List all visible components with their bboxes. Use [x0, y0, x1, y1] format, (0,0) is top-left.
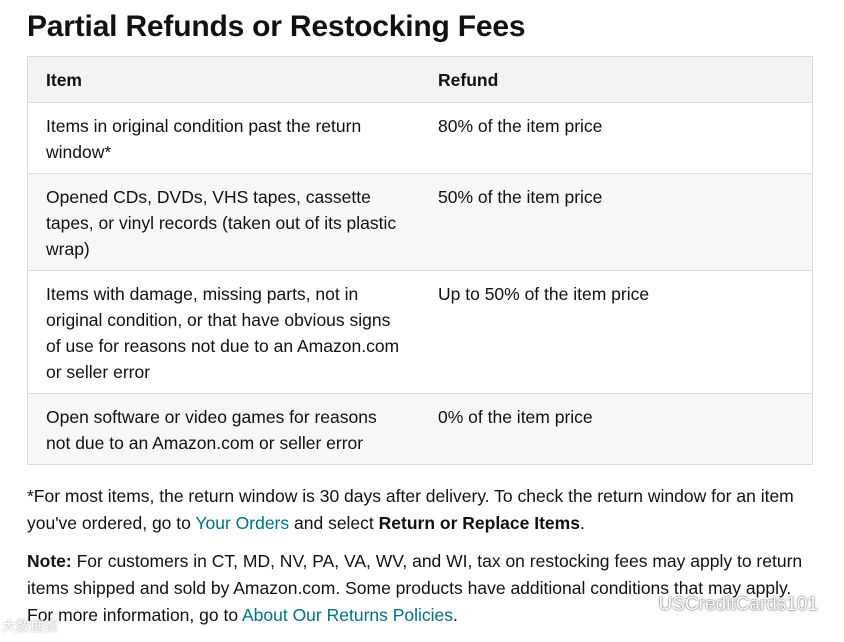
note-label: Note:	[27, 551, 72, 571]
your-orders-link[interactable]: Your Orders	[195, 513, 290, 533]
column-header-refund: Refund	[420, 57, 812, 103]
restocking-tax-note: Note: For customers in CT, MD, NV, PA, V…	[27, 548, 819, 629]
note-text: For customers in CT, MD, NV, PA, VA, WV,…	[27, 551, 803, 625]
footnote-text: *For most items, the return window is 30…	[27, 486, 794, 533]
table-row: Items in original condition past the ret…	[28, 102, 812, 174]
table-cell-item: Opened CDs, DVDs, VHS tapes, cassette ta…	[28, 173, 420, 271]
table-cell-item: Items in original condition past the ret…	[28, 102, 420, 174]
table-cell-refund: Up to 50% of the item price	[420, 270, 812, 394]
table-row: Items with damage, missing parts, not in…	[28, 270, 812, 394]
table-row: Open software or video games for reasons…	[28, 393, 812, 464]
table-header-row: Item Refund	[28, 57, 812, 103]
wechat-icon	[628, 595, 653, 615]
watermark-wechat: USCreditCards101	[628, 594, 818, 616]
column-header-item: Item	[28, 57, 420, 103]
watermark-text: USCreditCards101	[658, 594, 818, 615]
refund-table: Item Refund Items in original condition …	[27, 56, 813, 465]
watermark-left: 大数据读	[2, 618, 58, 634]
page-title: Partial Refunds or Restocking Fees	[27, 10, 526, 43]
table-cell-refund: 80% of the item price	[420, 102, 812, 174]
table-row: Opened CDs, DVDs, VHS tapes, cassette ta…	[28, 173, 812, 271]
table-cell-refund: 50% of the item price	[420, 173, 812, 271]
returns-policies-link[interactable]: About Our Returns Policies	[241, 605, 454, 625]
return-window-footnote: *For most items, the return window is 30…	[27, 483, 819, 537]
footnote-text: and select	[289, 513, 379, 533]
note-text: .	[453, 605, 458, 625]
table-cell-item: Open software or video games for reasons…	[28, 393, 420, 464]
return-or-replace-label: Return or Replace Items	[378, 513, 580, 533]
table-cell-item: Items with damage, missing parts, not in…	[28, 270, 420, 394]
table-cell-refund: 0% of the item price	[420, 393, 812, 464]
footnote-text: .	[579, 513, 585, 533]
